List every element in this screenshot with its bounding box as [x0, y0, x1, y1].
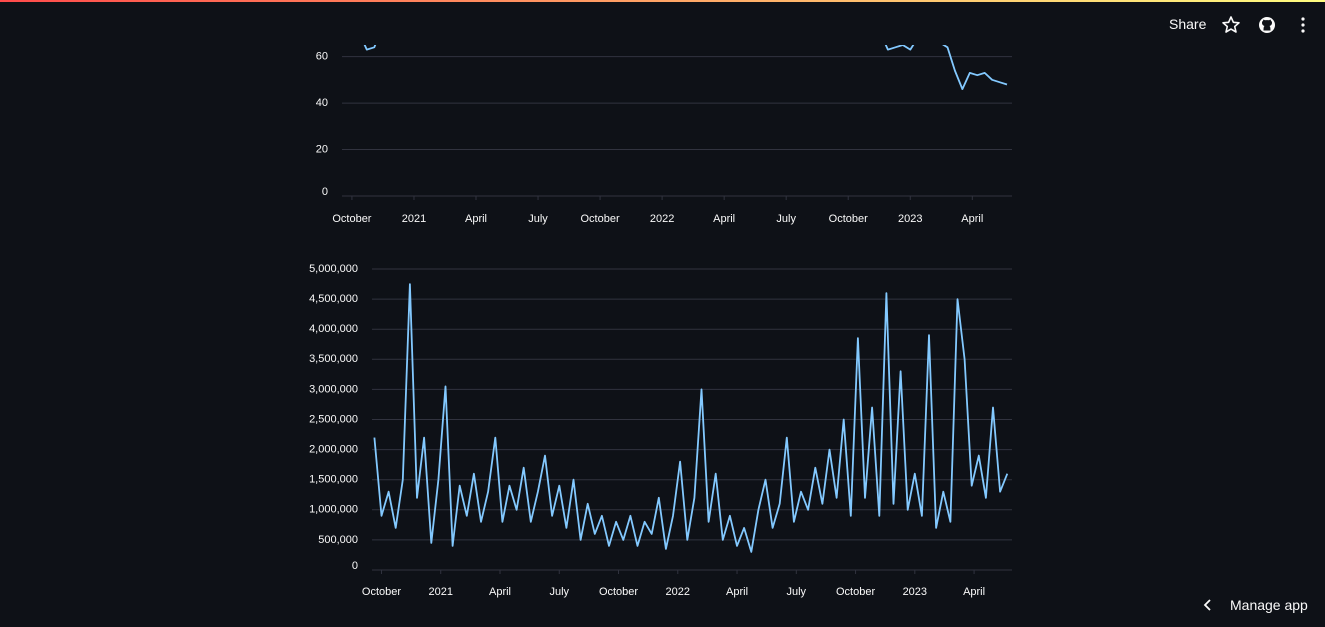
x-tick-label: October: [599, 586, 638, 598]
x-tick-label: July: [528, 213, 548, 225]
x-tick-label: 2021: [428, 586, 452, 598]
y-tick-label: 1,500,000: [309, 474, 358, 486]
star-icon[interactable]: [1221, 15, 1241, 35]
x-tick-label: October: [332, 213, 371, 225]
y-tick-label: 20: [316, 143, 328, 155]
x-tick-label: July: [549, 586, 569, 598]
x-tick-label: April: [963, 586, 985, 598]
y-tick-label: 4,000,000: [309, 323, 358, 335]
x-tick-label: April: [961, 213, 983, 225]
manage-app-button[interactable]: Manage app: [1230, 597, 1308, 613]
data-line: [373, 283, 1009, 553]
github-icon[interactable]: [1257, 15, 1277, 35]
y-tick-label: 5,000,000: [309, 263, 358, 275]
x-tick-label: 2023: [898, 213, 922, 225]
chart: 0 20 40 60 October 2021 April July October 2022 Ap…: [316, 45, 1012, 225]
chevron-icon[interactable]: [1200, 597, 1216, 613]
x-tick-label: 2023: [903, 586, 927, 598]
x-tick-label: 2021: [402, 213, 426, 225]
x-tick-label: 2022: [650, 213, 674, 225]
x-tick-label: April: [489, 586, 511, 598]
x-tick-label: April: [465, 213, 487, 225]
share-button[interactable]: Share: [1169, 16, 1207, 32]
y-tick-label: 3,000,000: [309, 383, 358, 395]
x-tick-label: 2022: [666, 586, 690, 598]
x-tick-label: October: [581, 213, 620, 225]
y-tick-label: 40: [316, 97, 328, 109]
x-tick-label: July: [776, 213, 796, 225]
menu-icon[interactable]: [1293, 15, 1313, 35]
x-tick-label: April: [713, 213, 735, 225]
y-tick-label: 0: [352, 560, 358, 572]
y-tick-label: 60: [316, 51, 328, 63]
y-tick-label: 2,500,000: [309, 413, 358, 425]
y-tick-label: 500,000: [318, 534, 358, 546]
x-tick-label: October: [836, 586, 875, 598]
decoration-bar: [0, 0, 1325, 2]
data-line: [363, 45, 1008, 90]
chart: 0 500,000 1,000,000 1,500,000 2,000,000 2,500…: [309, 263, 1012, 598]
x-tick-label: October: [829, 213, 868, 225]
y-tick-label: 1,000,000: [309, 504, 358, 516]
x-tick-label: April: [726, 586, 748, 598]
y-tick-label: 4,500,000: [309, 293, 358, 305]
y-tick-label: 0: [322, 186, 328, 198]
y-tick-label: 2,000,000: [309, 444, 358, 456]
y-tick-label: 3,500,000: [309, 353, 358, 365]
x-tick-label: July: [787, 586, 807, 598]
x-tick-label: October: [362, 586, 401, 598]
